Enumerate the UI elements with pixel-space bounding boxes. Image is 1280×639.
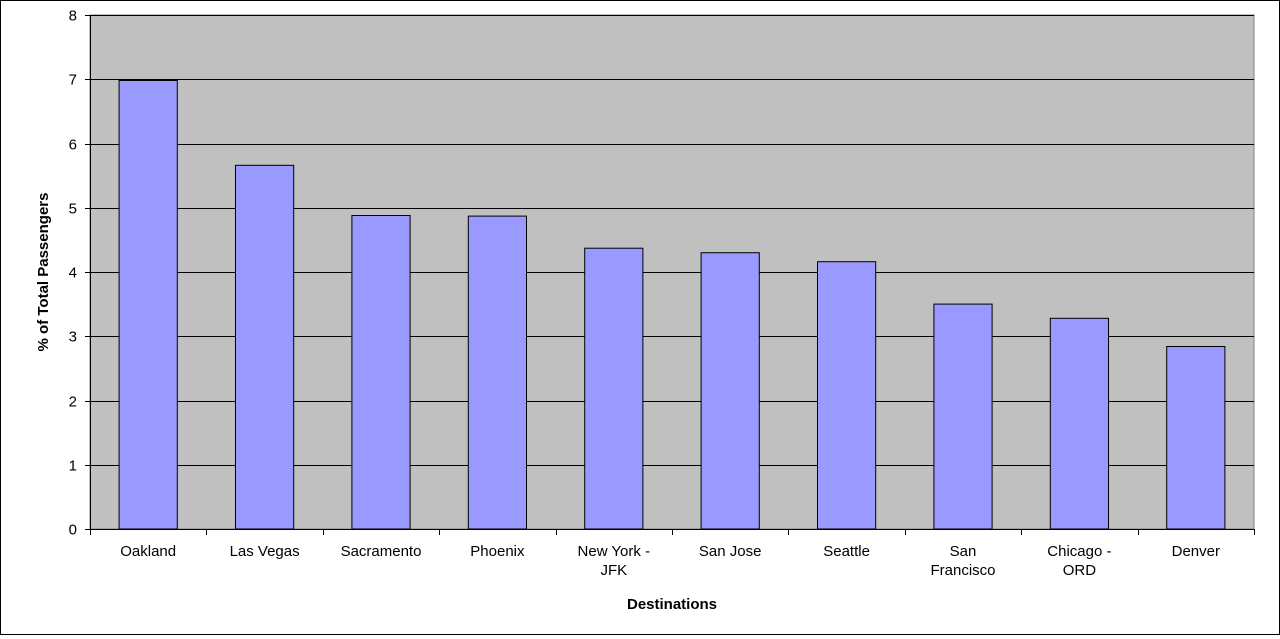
x-tick-label: Sacramento xyxy=(341,543,422,560)
x-tick-label: Oakland xyxy=(120,543,176,560)
bar xyxy=(118,80,178,530)
x-tick-label: New York -JFK xyxy=(578,543,651,579)
x-tick-label: San Francisco xyxy=(930,543,995,579)
x-tick-label: Las Vegas xyxy=(230,543,300,560)
bar xyxy=(817,261,877,530)
y-tick-label: 2 xyxy=(69,394,77,411)
y-tick-label: 1 xyxy=(69,458,77,475)
bar xyxy=(584,247,644,530)
x-tick-label: Seattle xyxy=(823,543,870,560)
x-tick-label: Phoenix xyxy=(470,543,525,560)
y-tick-labels: 0 1 2 3 4 5 6 7 8 xyxy=(69,8,77,539)
bar xyxy=(1049,317,1110,530)
bars xyxy=(118,80,1226,530)
x-tick-label: Chicago -ORD xyxy=(1047,543,1111,579)
y-tick-label: 3 xyxy=(69,329,77,346)
x-tick-label: San Jose xyxy=(699,543,762,560)
y-tick-label: 4 xyxy=(69,265,77,282)
x-axis-title: Destinations xyxy=(627,596,717,613)
y-tick-label: 5 xyxy=(69,201,77,218)
y-tick-label: 6 xyxy=(69,137,77,154)
bar xyxy=(700,252,760,530)
axes xyxy=(85,15,1255,535)
y-axis-title: % of Total Passengers xyxy=(35,193,52,352)
bar xyxy=(235,164,295,530)
x-tick-labels: Oakland Las Vegas Sacramento Phoenix New Yor… xyxy=(120,543,1220,579)
bar xyxy=(467,215,527,530)
bar xyxy=(933,303,993,530)
bar xyxy=(1166,346,1226,530)
y-tick-label: 8 xyxy=(69,8,77,25)
y-tick-label: 0 xyxy=(69,522,77,539)
y-tick-label: 7 xyxy=(69,72,77,89)
bar xyxy=(351,215,411,530)
x-tick-label: Denver xyxy=(1172,543,1220,560)
